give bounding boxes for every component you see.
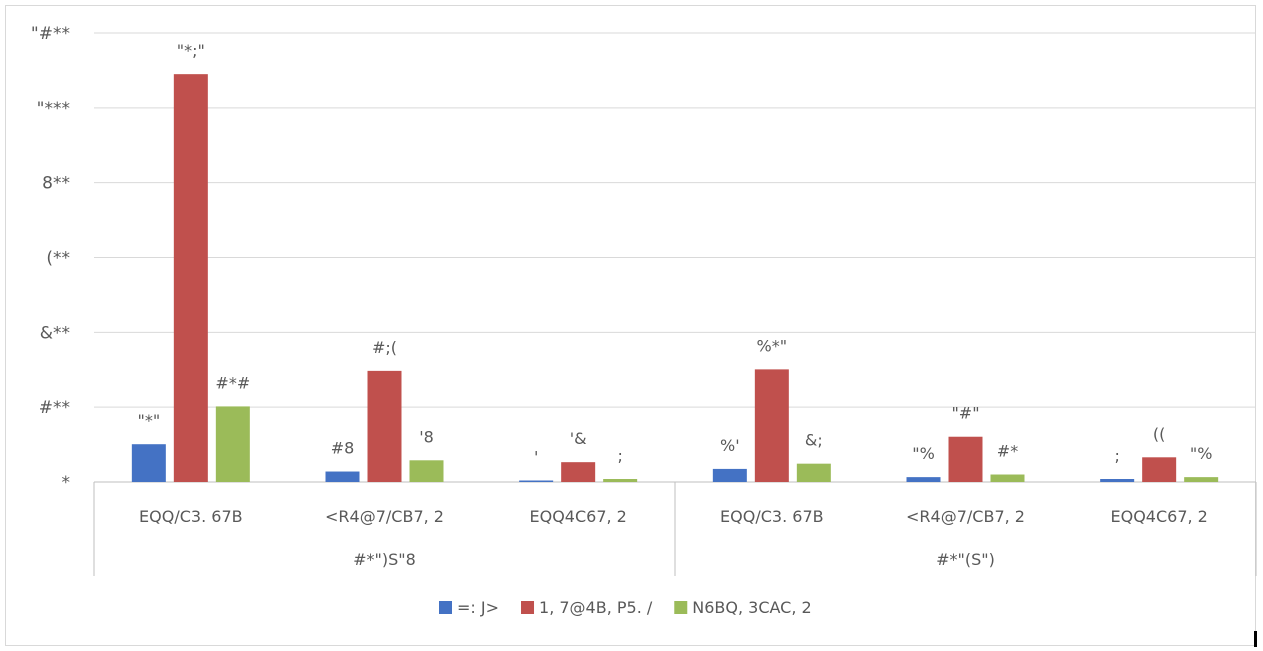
data-label: '& [570, 429, 587, 448]
legend-swatch [521, 601, 535, 614]
category-label: EQQ4C67, 2 [1110, 507, 1207, 526]
data-label: #* [997, 442, 1018, 461]
y-tick-label: * [62, 473, 71, 493]
bar [173, 74, 208, 483]
bar [325, 471, 360, 482]
category-label: EQQ/C3. 67B [720, 507, 824, 526]
bar [906, 477, 941, 482]
bar [948, 436, 983, 482]
bar [1184, 477, 1219, 482]
bar [754, 369, 789, 482]
legend-swatch [439, 601, 452, 614]
data-label: ' [534, 448, 538, 467]
legend-swatch [674, 601, 688, 614]
data-label: #8 [331, 439, 355, 458]
data-label: #;( [372, 338, 397, 357]
bar [603, 479, 638, 482]
data-label: #*# [215, 373, 250, 392]
category-label: EQQ/C3. 67B [139, 507, 243, 526]
data-label: '8 [419, 427, 434, 446]
data-label: "% [912, 444, 935, 463]
data-label: "*;" [177, 41, 205, 60]
data-label: "% [1190, 444, 1213, 463]
bar-chart: * #** &** (** 8** "*** "#** EQQ/C3. 67B <R4@7/CB… [31, 24, 1257, 617]
data-label: %' [720, 436, 740, 455]
bar [215, 406, 250, 482]
category-label: EQQ4C67, 2 [529, 507, 626, 526]
data-label: "*" [137, 411, 160, 430]
category-label: <R4@7/CB7, 2 [906, 507, 1025, 526]
group-label: #*")S"8 [353, 550, 416, 569]
bar [990, 474, 1025, 482]
bar [561, 462, 596, 482]
data-label: (( [1153, 424, 1165, 443]
bar [712, 468, 747, 482]
legend-label: 1, 7@4B, P5. / [539, 598, 653, 617]
data-label: &; [805, 431, 823, 450]
data-label: ; [1114, 446, 1119, 465]
y-tick-label: 8** [42, 174, 70, 194]
bar [796, 463, 831, 482]
y-tick-label: (** [46, 249, 70, 269]
y-tick-label: "*** [37, 99, 70, 119]
data-label: "#" [951, 404, 979, 423]
bar [1142, 457, 1177, 482]
bar [131, 444, 166, 482]
legend-label: =: J> [457, 598, 499, 617]
y-tick-label: &** [40, 323, 70, 343]
bar [519, 480, 554, 482]
y-tick-label: "#** [31, 24, 70, 44]
group-label: #*"(S") [936, 550, 995, 569]
category-label: <R4@7/CB7, 2 [325, 507, 444, 526]
y-tick-label: #** [39, 398, 70, 418]
data-label: %*" [757, 336, 788, 355]
data-label: ; [617, 446, 622, 465]
bar [367, 370, 402, 482]
legend-label: N6BQ, 3CAC, 2 [692, 598, 811, 617]
corner-mark [1254, 631, 1257, 647]
bar [1100, 479, 1135, 482]
bar [409, 460, 444, 482]
chart-frame: * #** &** (** 8** "*** "#** EQQ/C3. 67B <R4@7/CB… [5, 5, 1257, 646]
